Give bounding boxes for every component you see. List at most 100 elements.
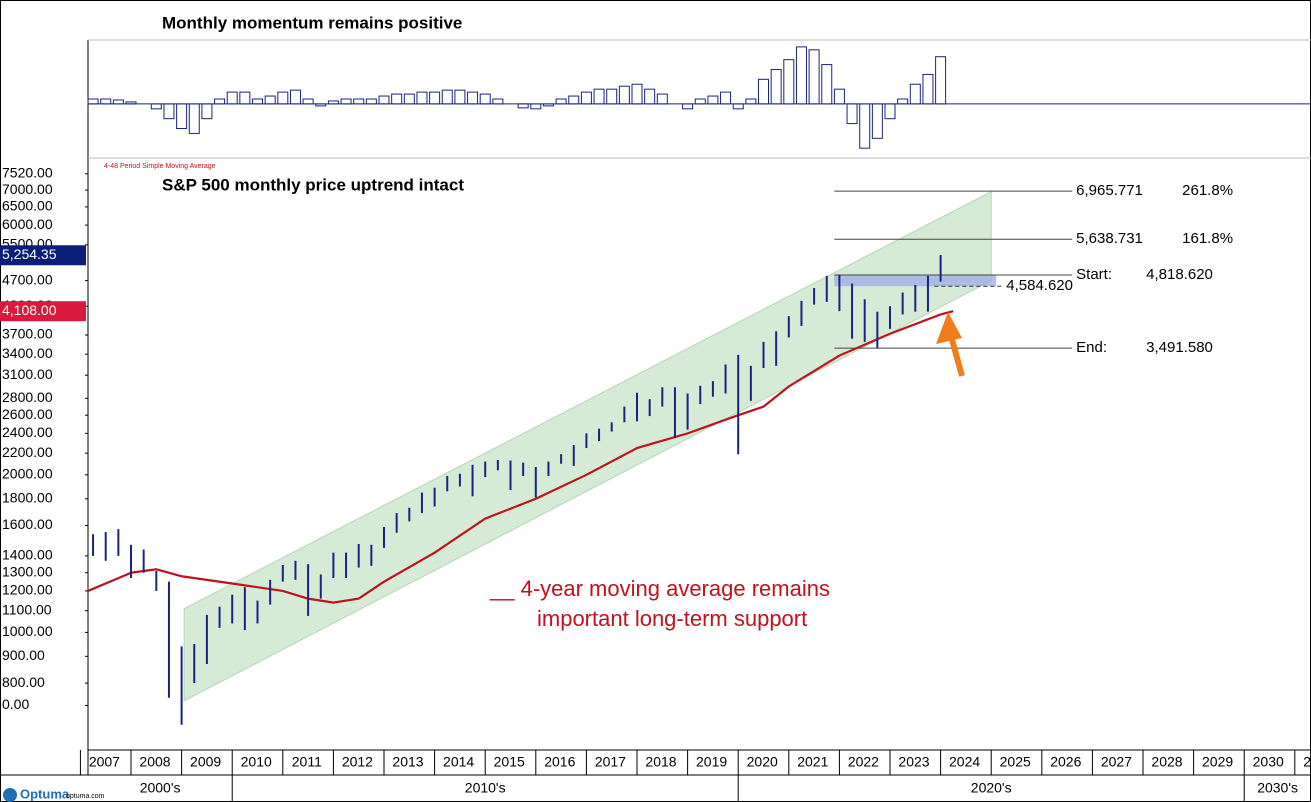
y-tick-label: 1300.00 bbox=[2, 563, 53, 579]
fib-ratio: 261.8% bbox=[1182, 182, 1233, 199]
momentum-bar bbox=[795, 46, 807, 105]
momentum-bar bbox=[239, 91, 251, 105]
y-tick-label: 7520.00 bbox=[2, 164, 53, 180]
y-tick-label: 1100.00 bbox=[2, 601, 52, 617]
momentum-bar bbox=[214, 98, 226, 105]
momentum-bar bbox=[264, 95, 276, 105]
momentum-bar bbox=[846, 103, 858, 125]
momentum-bar bbox=[176, 103, 188, 129]
annotation: important long-term support bbox=[537, 606, 807, 631]
momentum-bar bbox=[618, 85, 630, 105]
y-tick-label: 6000.00 bbox=[2, 216, 53, 232]
x-tick-label: 2022 bbox=[848, 754, 879, 770]
momentum-title: Monthly momentum remains positive bbox=[162, 13, 462, 32]
momentum-bar bbox=[378, 95, 390, 105]
momentum-bar bbox=[340, 98, 352, 105]
x-tick-label: 2019 bbox=[696, 754, 727, 770]
y-tick-label: 4700.00 bbox=[2, 271, 53, 287]
last-price-box bbox=[0, 245, 86, 266]
momentum-bar bbox=[555, 98, 567, 105]
momentum-bar bbox=[87, 98, 99, 105]
y-tick-label: 800.00 bbox=[2, 674, 45, 690]
x-tick-label: 2030 bbox=[1253, 754, 1284, 770]
y-tick-label: 2800.00 bbox=[2, 389, 53, 405]
x-tick-label: 2028 bbox=[1151, 754, 1182, 770]
x-tick-label: 2025 bbox=[1000, 754, 1031, 770]
y-tick-label: 1600.00 bbox=[2, 516, 53, 532]
moving-average bbox=[87, 310, 954, 604]
fib-value: 5,638.731 bbox=[1076, 230, 1143, 247]
momentum-bar bbox=[682, 103, 694, 110]
momentum-bar bbox=[580, 91, 592, 105]
x-tick-label: 2024 bbox=[949, 754, 980, 770]
momentum-bar bbox=[808, 49, 820, 105]
momentum-bar bbox=[656, 93, 668, 105]
x-tick-label: 2026 bbox=[1050, 754, 1081, 770]
momentum-bar bbox=[277, 91, 289, 105]
momentum-bar bbox=[429, 91, 441, 105]
x-tick-label: 2029 bbox=[1202, 754, 1233, 770]
y-tick-label: 3400.00 bbox=[2, 345, 53, 361]
momentum-bar bbox=[125, 101, 137, 105]
decade-label: 2020's bbox=[971, 780, 1012, 796]
indicator-label: 4-48 Period Simple Moving Average bbox=[104, 163, 216, 170]
momentum-bar bbox=[454, 89, 466, 105]
momentum-bar bbox=[821, 64, 833, 105]
momentum-bar bbox=[100, 98, 112, 105]
arrow bbox=[936, 312, 965, 377]
x-tick-label: 2014 bbox=[443, 754, 474, 770]
data-layer: 7520.007000.006500.006000.005500.004700.… bbox=[0, 46, 1311, 802]
momentum-bar bbox=[922, 73, 934, 105]
momentum-bar bbox=[707, 95, 719, 105]
arrow-head bbox=[936, 312, 962, 344]
y-tick-label: 3100.00 bbox=[2, 366, 53, 382]
y-tick-label: 1800.00 bbox=[2, 489, 53, 505]
momentum-bar bbox=[441, 89, 453, 105]
y-tick-label: 1000.00 bbox=[2, 623, 53, 639]
momentum-bar bbox=[327, 100, 339, 105]
momentum-bar bbox=[897, 98, 909, 105]
momentum-bar bbox=[935, 56, 947, 105]
momentum-bar bbox=[593, 88, 605, 105]
fib-value: 3,491.580 bbox=[1146, 339, 1213, 356]
decade-label: 2010's bbox=[465, 780, 506, 796]
momentum-bar bbox=[745, 98, 757, 105]
x-tick-label: 2031 bbox=[1303, 754, 1311, 770]
momentum-bar bbox=[732, 103, 744, 110]
momentum-bar bbox=[365, 98, 377, 105]
momentum-bar bbox=[758, 78, 770, 105]
fib-ratio: 161.8% bbox=[1182, 230, 1233, 247]
y-tick-label: 7000.00 bbox=[2, 181, 53, 197]
fib-value: 4,818.620 bbox=[1146, 266, 1213, 283]
y-tick-label: 1400.00 bbox=[2, 547, 53, 563]
momentum-bar bbox=[289, 89, 301, 105]
x-tick-label: 2008 bbox=[139, 754, 170, 770]
fib-name: End: bbox=[1076, 339, 1107, 356]
x-tick-label: 2016 bbox=[544, 754, 575, 770]
x-tick-label: 2018 bbox=[645, 754, 676, 770]
momentum-bar bbox=[252, 98, 264, 105]
y-tick-label: 900.00 bbox=[2, 647, 45, 663]
logo: Optuma optuma.com bbox=[3, 786, 105, 802]
y-tick-label: 3700.00 bbox=[2, 326, 53, 342]
momentum-bar bbox=[201, 103, 213, 120]
momentum-bar bbox=[884, 103, 896, 120]
x-tick-label: 2017 bbox=[595, 754, 626, 770]
momentum-bar bbox=[568, 95, 580, 105]
fib-value: 6,965.771 bbox=[1076, 182, 1143, 199]
momentum-bar bbox=[606, 88, 618, 105]
x-tick-label: 2023 bbox=[898, 754, 929, 770]
x-tick-label: 2015 bbox=[494, 754, 525, 770]
x-tick-label: 2013 bbox=[392, 754, 423, 770]
y-tick-label: 6500.00 bbox=[2, 198, 53, 214]
momentum-bar bbox=[783, 59, 795, 105]
y-tick-label: 2200.00 bbox=[2, 444, 53, 460]
momentum-bar bbox=[302, 98, 314, 105]
x-tick-label: 2010 bbox=[241, 754, 272, 770]
momentum-bar bbox=[403, 93, 415, 105]
momentum-bar bbox=[479, 93, 491, 105]
x-tick-label: 2021 bbox=[797, 754, 828, 770]
momentum-bar bbox=[163, 103, 175, 120]
momentum-bar bbox=[150, 103, 162, 110]
last-price-label: 5,254.35 bbox=[2, 246, 57, 262]
